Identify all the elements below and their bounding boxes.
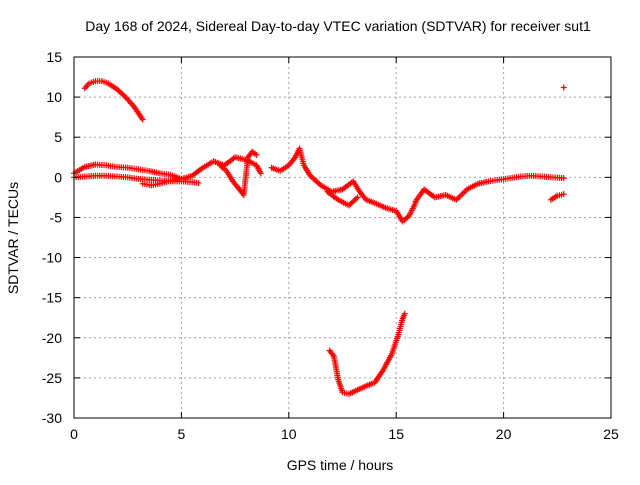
series-arc-mid-day [268, 145, 419, 225]
y-tick-label: 0 [54, 169, 62, 185]
chart-title: Day 168 of 2024, Sidereal Day-to-day VTE… [85, 18, 591, 34]
data-layer [71, 78, 567, 397]
y-axis-label: SDTVAR / TECUs [5, 182, 21, 294]
x-axis-label: GPS time / hours [287, 457, 394, 473]
series-arc-mid-branch [324, 188, 361, 209]
y-tick-label: -30 [42, 410, 62, 426]
x-tick-label: 5 [178, 426, 186, 442]
series-arc-late-tail [547, 191, 567, 203]
data-point [195, 179, 202, 186]
series-arc-dip-mid [139, 176, 181, 189]
y-tick-label: 15 [46, 49, 62, 65]
series-arc-around-7 [217, 148, 260, 198]
data-point [174, 176, 181, 183]
series-arc-late [412, 172, 567, 205]
y-tick-label: 10 [46, 89, 62, 105]
y-tick-label: -15 [42, 290, 62, 306]
data-point [139, 116, 146, 123]
data-point [560, 84, 567, 91]
grid-layer [74, 57, 611, 418]
tick-layer: 0 5 10 15 20 25 15 10 5 0 -5 -10 -15 -20 -25 -30 [42, 49, 619, 442]
data-point [257, 170, 264, 177]
x-tick-label: 0 [70, 426, 78, 442]
x-tick-label: 20 [496, 426, 512, 442]
data-point [560, 175, 567, 182]
series-arc-deep-negative [326, 310, 408, 397]
x-tick-label: 15 [388, 426, 404, 442]
data-point [401, 310, 408, 317]
y-tick-label: -10 [42, 250, 62, 266]
data-point [253, 151, 260, 158]
series-arc-early-high [81, 78, 146, 123]
data-point [560, 191, 567, 198]
series-arc-main-upper [71, 154, 264, 182]
data-point [354, 194, 361, 201]
series-isolated-point [560, 84, 567, 91]
y-tick-label: -25 [42, 370, 62, 386]
y-tick-label: -5 [50, 209, 63, 225]
plot-frame [73, 56, 612, 419]
y-tick-label: 5 [54, 129, 62, 145]
x-tick-label: 25 [603, 426, 619, 442]
y-tick-label: -20 [42, 330, 62, 346]
x-tick-label: 10 [281, 426, 297, 442]
